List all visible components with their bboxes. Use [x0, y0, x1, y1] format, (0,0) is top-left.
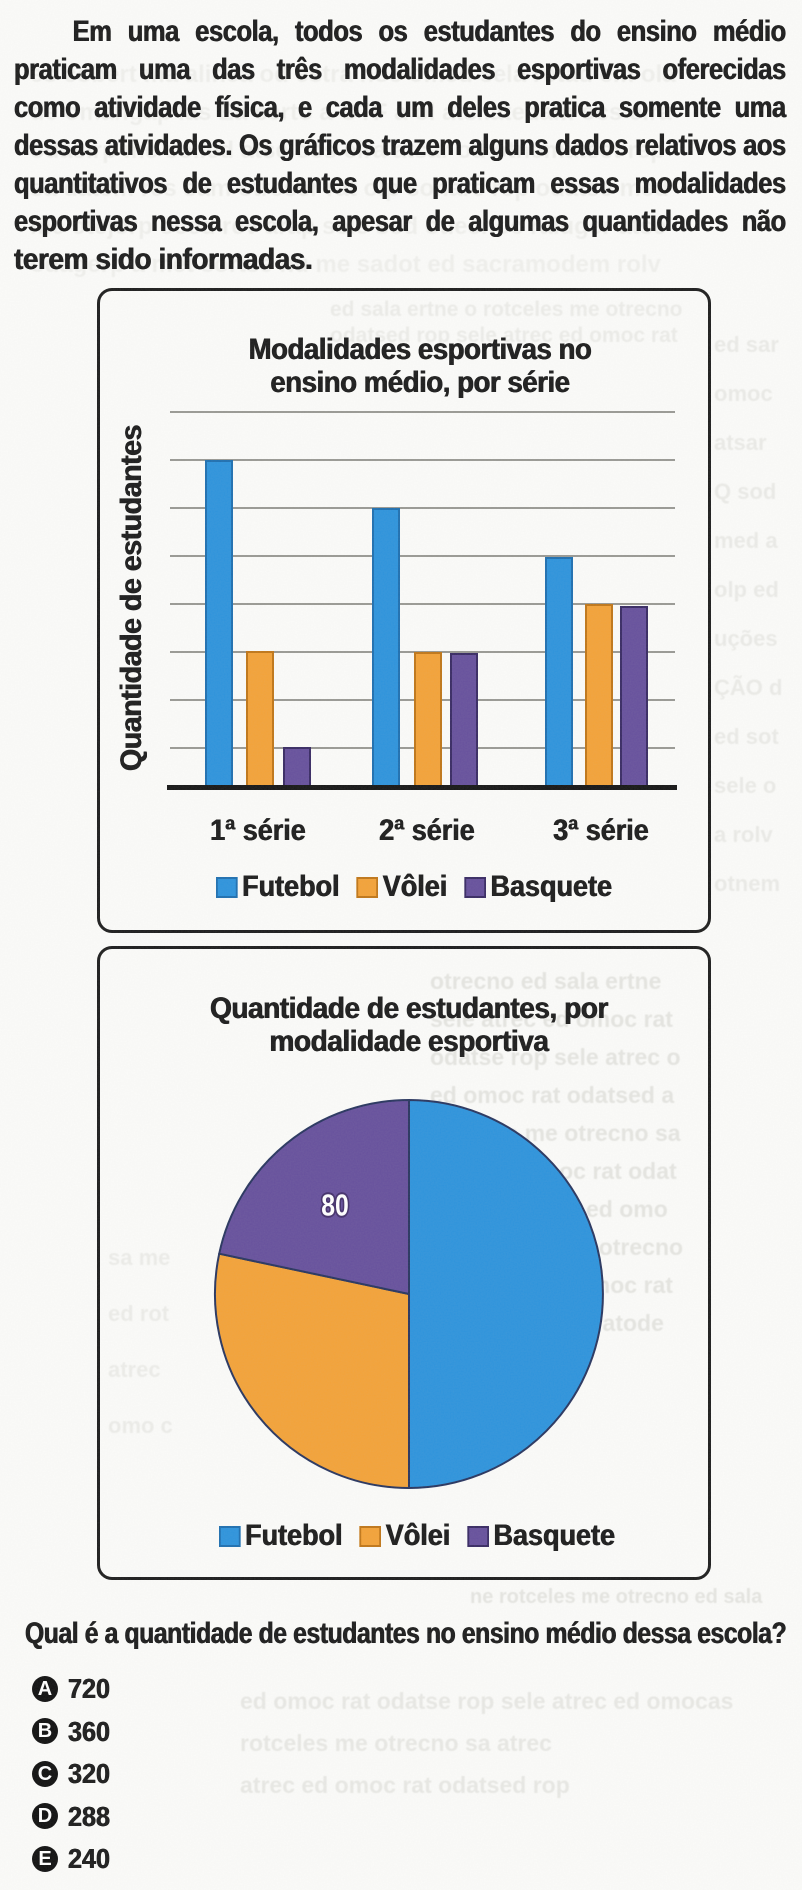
svg-text:80: 80 — [321, 1188, 349, 1222]
